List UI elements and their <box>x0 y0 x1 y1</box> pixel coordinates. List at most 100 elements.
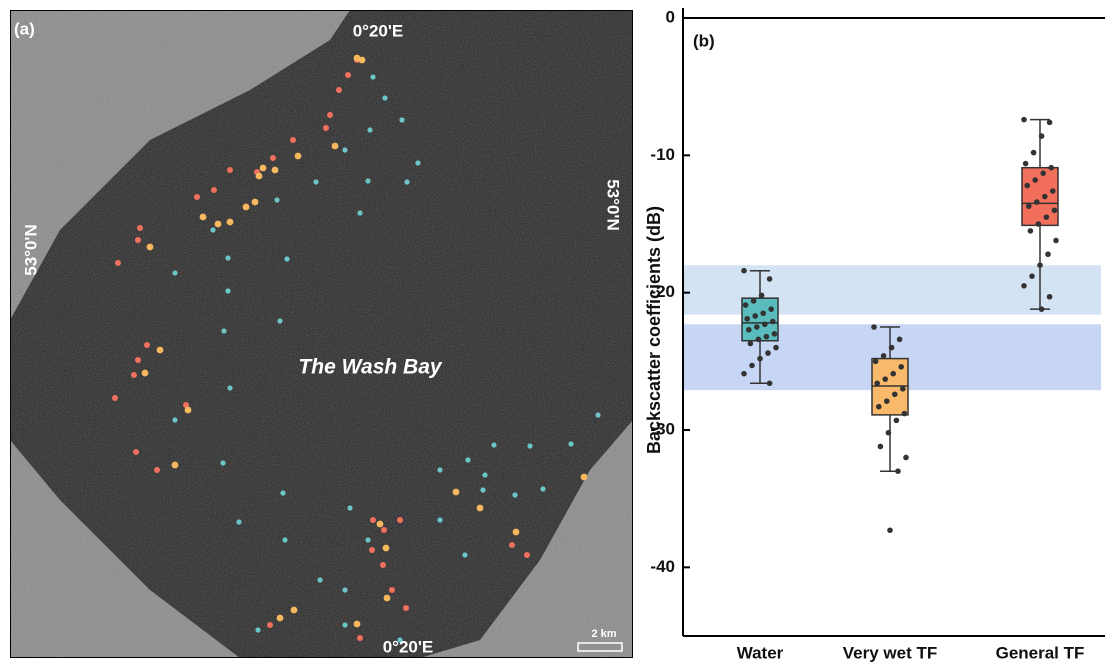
data-point <box>1027 228 1034 234</box>
x-tick-label: General TF <box>996 643 1085 662</box>
sample-point <box>294 152 302 160</box>
sample-point <box>112 395 118 401</box>
data-point <box>1046 119 1053 126</box>
sample-point <box>382 95 388 101</box>
data-point <box>771 331 778 337</box>
sample-point <box>404 179 410 185</box>
data-point <box>768 306 774 312</box>
data-point <box>744 315 750 322</box>
sample-point <box>452 488 460 496</box>
data-point <box>746 326 752 333</box>
sample-point <box>259 164 267 172</box>
data-point <box>1022 160 1029 167</box>
sample-point <box>221 328 227 334</box>
sample-point <box>383 594 391 602</box>
sample-point <box>172 270 178 276</box>
lon-label: 0°20'E <box>353 21 404 40</box>
sample-point <box>115 260 121 266</box>
sample-point <box>327 112 333 118</box>
sample-point <box>568 441 574 447</box>
sample-point <box>369 547 375 553</box>
data-point <box>885 429 892 436</box>
sample-point <box>357 635 363 641</box>
sample-point <box>313 179 319 185</box>
sample-point <box>353 620 361 628</box>
data-point <box>892 391 898 398</box>
sample-point <box>141 369 149 377</box>
data-point <box>1046 293 1053 300</box>
data-point <box>1042 193 1048 200</box>
data-point <box>872 358 879 365</box>
sample-point <box>370 74 376 80</box>
data-point <box>1021 116 1027 123</box>
sample-point <box>317 577 323 583</box>
sample-point <box>389 587 395 593</box>
sample-point <box>183 402 189 408</box>
data-point <box>893 417 900 424</box>
data-point <box>762 321 768 328</box>
data-point <box>882 376 888 382</box>
sample-point <box>133 449 139 455</box>
y-tick-label: -40 <box>650 557 675 576</box>
sample-point <box>365 537 371 543</box>
sample-point <box>226 218 234 226</box>
data-point <box>763 333 770 340</box>
lon-label: 0°20'E <box>383 637 434 656</box>
sample-point <box>347 505 353 511</box>
data-point <box>742 302 749 308</box>
data-point <box>900 386 906 392</box>
sample-point <box>381 527 387 533</box>
sample-point <box>172 417 178 423</box>
sample-point <box>509 542 515 548</box>
data-point <box>880 353 887 359</box>
data-point <box>741 267 747 274</box>
data-point <box>1043 214 1050 220</box>
sample-point <box>270 155 276 161</box>
lat-label: 53°0'N <box>21 224 40 275</box>
sample-point <box>462 552 468 558</box>
sample-point <box>156 346 164 354</box>
data-point <box>1032 177 1038 183</box>
map: (a) 0°20'E 0°20'E 53°0'N 53°0'N The Wash… <box>10 10 633 658</box>
panel-label: (b) <box>693 31 715 50</box>
sample-point <box>376 520 384 528</box>
sample-point <box>580 473 588 481</box>
data-point <box>766 380 773 387</box>
data-point <box>903 454 909 461</box>
data-point <box>1026 203 1032 209</box>
data-point <box>877 443 884 450</box>
data-point <box>747 340 754 347</box>
data-point <box>1051 207 1058 214</box>
sample-point <box>227 385 233 391</box>
scale-label: 2 km <box>591 628 616 640</box>
sample-point <box>342 147 348 153</box>
sample-point <box>194 194 200 200</box>
sample-point <box>251 198 259 206</box>
data-point <box>752 313 758 319</box>
sample-point <box>345 72 351 78</box>
sample-point <box>527 443 533 449</box>
data-point <box>884 398 890 404</box>
sample-point <box>331 142 339 150</box>
data-point <box>749 362 755 369</box>
sample-point <box>399 117 405 123</box>
sample-point <box>403 605 409 611</box>
sample-point <box>512 492 518 498</box>
data-point <box>1021 283 1027 289</box>
sample-point <box>342 587 348 593</box>
sample-point <box>380 562 386 568</box>
data-point <box>890 370 896 377</box>
x-tick-label: Very wet TF <box>843 643 937 662</box>
sample-point <box>227 167 233 173</box>
data-point <box>755 336 762 343</box>
sample-point <box>271 166 279 174</box>
data-point <box>766 276 773 282</box>
data-point <box>898 364 904 370</box>
sample-point <box>465 457 471 463</box>
x-tick-label: Water <box>737 643 784 662</box>
data-point <box>1029 273 1035 279</box>
sample-point <box>277 318 283 324</box>
data-point <box>760 310 766 317</box>
data-point <box>888 344 895 351</box>
